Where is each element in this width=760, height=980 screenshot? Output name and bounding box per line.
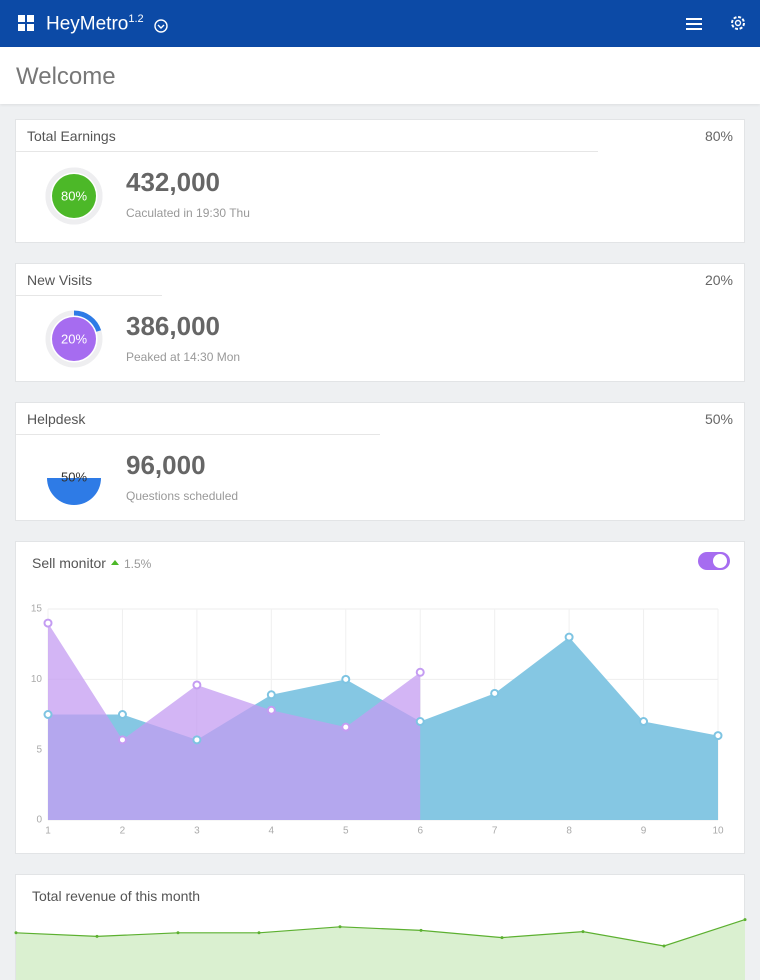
app-name: HeyMetro [46, 13, 129, 35]
card-title: Total Earnings [27, 128, 116, 144]
gauge: 20% [45, 310, 103, 368]
note: Questions scheduled [126, 489, 239, 503]
header: HeyMetro1.2 [0, 0, 760, 47]
gauge-disk [52, 174, 96, 218]
revenue-card: Total revenue of this month [15, 874, 745, 980]
toggle[interactable] [698, 552, 730, 570]
logo-icon [18, 15, 34, 31]
big-value: 96,000 [126, 450, 206, 480]
dropdown-icon[interactable] [153, 18, 169, 34]
stat-card: New Visits 20% 386,000 Peaked at 14:30 Mon 2… [15, 263, 745, 382]
gauge: 80% [45, 167, 103, 225]
app-title: HeyMetro1.2 [46, 13, 144, 35]
card-title: New Visits [27, 272, 93, 288]
chart-title: Total revenue of this month [32, 888, 201, 904]
gauge-arc [45, 310, 103, 368]
settings-icon[interactable] [729, 14, 747, 32]
gauge-disk [52, 317, 96, 361]
percent-label: 50% [704, 411, 733, 427]
up-arrow [111, 560, 119, 565]
progress-line [16, 151, 599, 152]
change-label: 1.5% [124, 557, 152, 571]
note: Peaked at 14:30 Mon [126, 350, 241, 364]
progress-line [16, 295, 162, 296]
percent-label: 20% [704, 272, 733, 288]
chart-title: Sell monitor [32, 555, 106, 571]
gauge-arc [45, 167, 103, 225]
note: Caculated in 19:30 Thu [126, 206, 250, 220]
percent-label: 80% [704, 128, 733, 144]
gauge-label: 20% [61, 331, 87, 346]
menu-icon[interactable] [685, 15, 703, 33]
big-value: 432,000 [126, 167, 220, 197]
page-title: Welcome [16, 63, 116, 90]
card-title: Helpdesk [27, 411, 86, 427]
app-version: 1.2 [128, 13, 144, 25]
big-value: 386,000 [126, 311, 220, 341]
progress-line [16, 434, 380, 435]
toggle-knob [713, 554, 727, 568]
sell-monitor-card: Sell monitor 1.5% [15, 541, 745, 854]
gauge-label: 50% [61, 469, 87, 484]
stat-card: Total Earnings 80% 432,000 Caculated in 19:… [15, 119, 745, 243]
gauge-label: 80% [61, 188, 87, 203]
gauge: 50% [47, 469, 101, 505]
stat-card: Helpdesk 50% 96,000 Questions scheduled 50% [15, 402, 745, 521]
welcome-bar: Welcome [0, 47, 760, 104]
